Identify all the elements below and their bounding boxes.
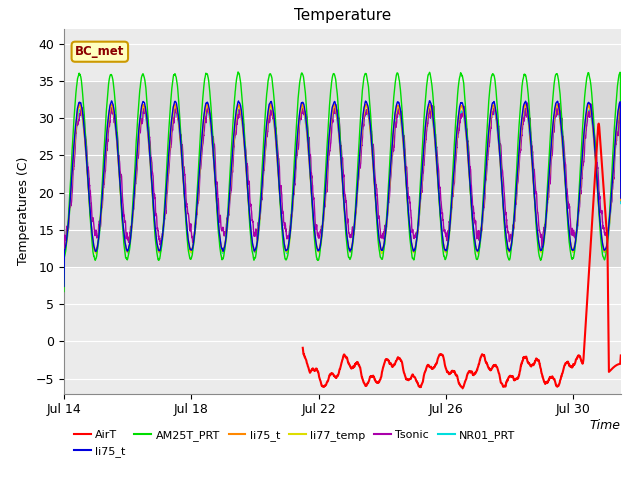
- Legend: AirT, li75_t, AM25T_PRT, li75_t, li77_temp, Tsonic, NR01_PRT: AirT, li75_t, AM25T_PRT, li75_t, li77_te…: [70, 426, 520, 461]
- Y-axis label: Temperatures (C): Temperatures (C): [17, 157, 30, 265]
- Title: Temperature: Temperature: [294, 9, 391, 24]
- Text: Time: Time: [590, 419, 621, 432]
- Text: BC_met: BC_met: [75, 45, 125, 58]
- Bar: [64, 81, 621, 267]
